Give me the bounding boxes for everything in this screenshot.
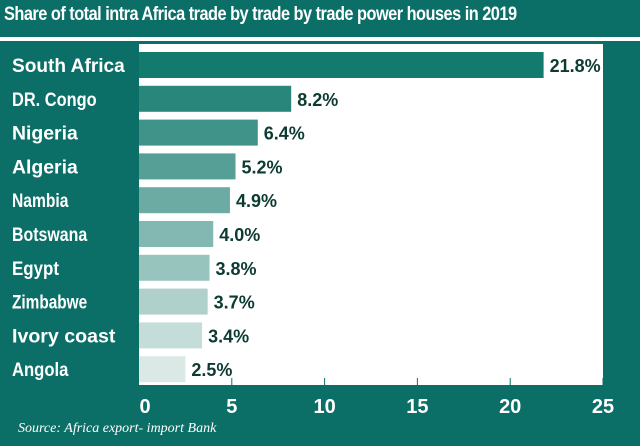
value-label: 21.8% [550,56,601,76]
bar [139,322,203,349]
value-label: 3.4% [208,326,249,346]
chart-title: Share of total intra Africa trade by tra… [4,4,517,25]
category-label: DR. Congo [12,90,97,111]
bar [139,288,208,315]
value-label: 4.0% [219,225,260,245]
bar [139,187,230,214]
category-label: Botswana [12,225,88,246]
x-tick-label: 0 [139,396,150,418]
bar [139,119,258,146]
x-tick-label: 20 [499,396,521,418]
category-label: Angola [12,360,69,381]
x-tick-label: 5 [226,396,237,418]
value-label: 2.5% [191,360,232,380]
category-label: Algeria [12,157,78,178]
category-label: Nambia [12,191,69,212]
bar [139,153,236,180]
value-label: 3.7% [214,293,255,313]
source-note: Source: Africa export- import Bank [18,421,217,436]
value-label: 3.8% [216,259,257,279]
category-label: Egypt [12,259,60,280]
title-bar: Share of total intra Africa trade by tra… [0,0,640,41]
value-label: 4.9% [236,191,277,211]
bar [139,254,210,281]
category-label: Ivory coast [12,326,116,347]
x-tick-label: 15 [406,396,428,418]
value-label: 6.4% [264,124,305,144]
bar [139,85,292,112]
category-label: Nigeria [12,124,78,145]
value-label: 5.2% [242,157,283,177]
bar [139,52,544,78]
category-label: Zimbabwe [12,293,87,314]
bar [139,221,214,247]
x-tick-label: 25 [592,396,614,418]
category-label: South Africa [12,56,125,77]
x-tick-label: 10 [313,396,335,418]
value-label: 8.2% [297,90,338,110]
bar [139,356,186,383]
